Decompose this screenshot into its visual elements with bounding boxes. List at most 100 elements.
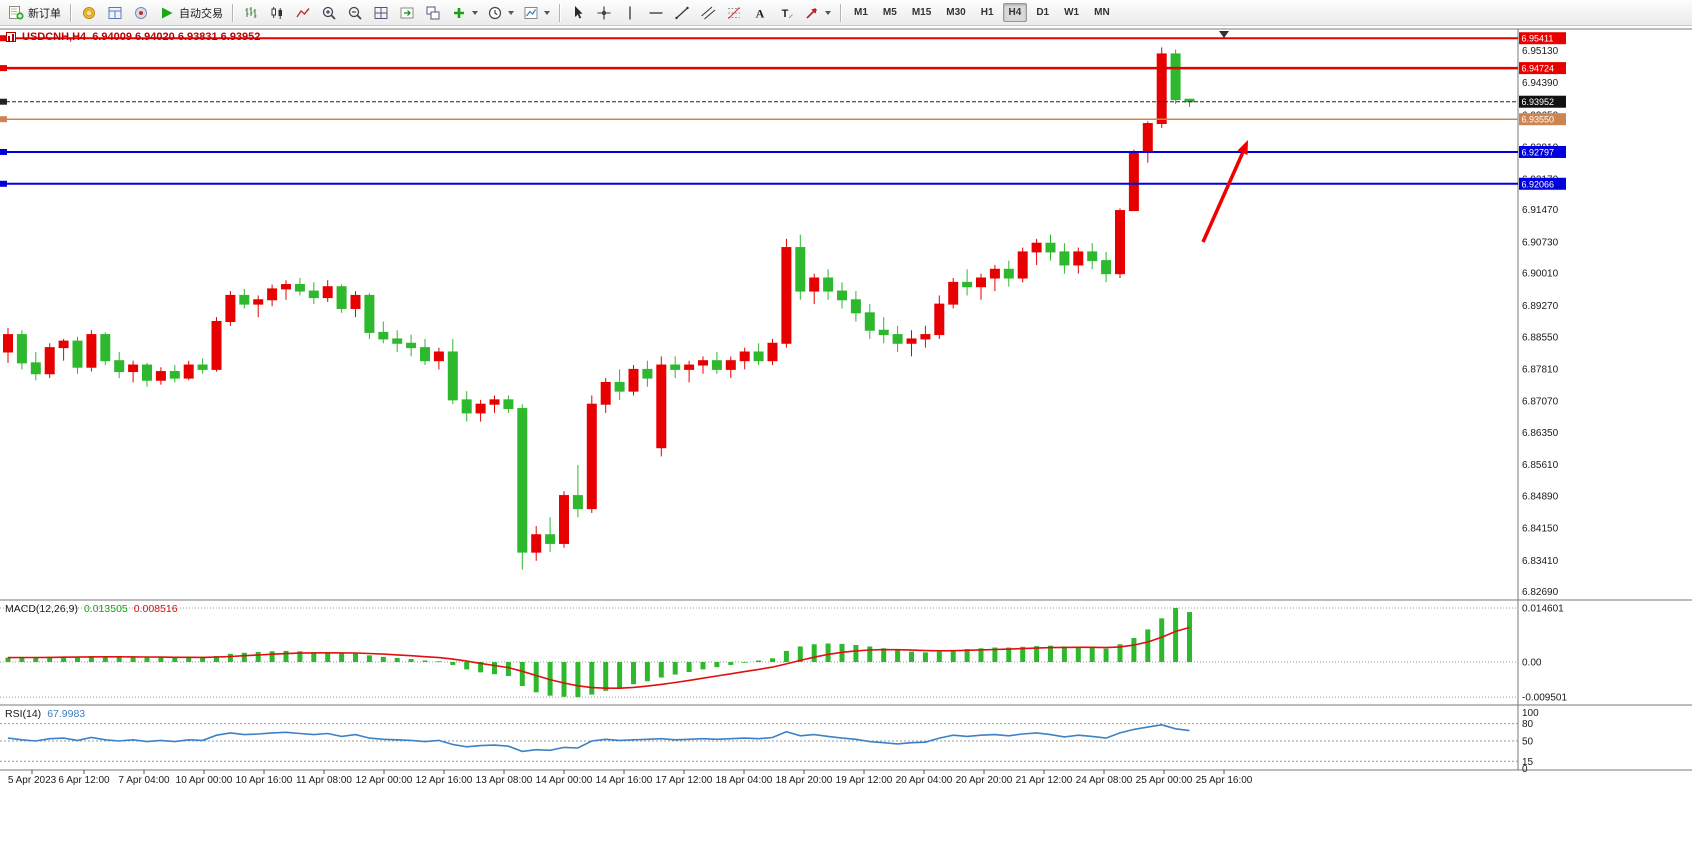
candle-body xyxy=(433,351,444,362)
timeframe-button-m5[interactable]: M5 xyxy=(882,7,897,18)
timeframe-button-h1[interactable]: H1 xyxy=(980,7,994,18)
auto-arrange-button[interactable] xyxy=(369,2,394,24)
price-level-line[interactable]: 6.92797 xyxy=(0,145,1566,158)
macd-histogram-bar xyxy=(130,657,136,662)
macd-histogram-bar xyxy=(61,656,67,662)
svg-text:A: A xyxy=(756,6,765,20)
macd-histogram-bar xyxy=(408,659,414,662)
chart-symbol-icon xyxy=(6,32,16,42)
timeframe-button-m15[interactable]: M15 xyxy=(911,7,932,18)
macd-histogram-bar xyxy=(172,657,178,662)
macd-histogram-bar xyxy=(978,648,984,662)
svg-text:6.92066: 6.92066 xyxy=(1522,179,1555,189)
line-chart-button[interactable] xyxy=(291,2,316,24)
trend-arrow-annotation[interactable] xyxy=(1201,140,1248,243)
candle-body xyxy=(100,334,111,362)
timeframe-button-w1[interactable]: W1 xyxy=(1064,7,1080,18)
zoom-out-button[interactable] xyxy=(343,2,368,24)
market-watch-button[interactable] xyxy=(77,2,102,24)
price-level-line[interactable]: 6.93550 xyxy=(0,113,1566,126)
tile-icon xyxy=(425,5,442,21)
level-left-marker xyxy=(0,65,7,72)
macd-histogram-bar xyxy=(881,648,887,662)
svg-text:24 Apr 08:00: 24 Apr 08:00 xyxy=(1076,775,1133,786)
candle-body xyxy=(739,351,750,362)
templates-button[interactable] xyxy=(519,2,554,24)
macd-histogram-bar xyxy=(200,657,206,662)
current-price-line[interactable]: 6.93952 xyxy=(0,95,1566,108)
horizontal-line-button[interactable] xyxy=(644,2,669,24)
chart-ohlc-values: 6.94009 6.94020 6.93831 6.93952 xyxy=(92,31,261,43)
data-window-button[interactable] xyxy=(103,2,128,24)
macd-histogram-bar xyxy=(909,651,914,662)
autotrade-button[interactable]: 自动交易 xyxy=(155,2,227,24)
candle-body xyxy=(934,303,945,336)
svg-text:6.91470: 6.91470 xyxy=(1522,205,1559,216)
trendline-button[interactable] xyxy=(670,2,695,24)
timeframe-button-m1[interactable]: M1 xyxy=(854,7,868,18)
chart-end-marker[interactable] xyxy=(1219,31,1229,38)
svg-text:6.86350: 6.86350 xyxy=(1522,428,1559,439)
macd-histogram-bar xyxy=(214,656,219,662)
price-level-line[interactable]: 6.94724 xyxy=(0,62,1566,75)
macd-histogram-bar xyxy=(116,656,122,662)
macd-histogram-bar xyxy=(936,651,942,662)
svg-text:0: 0 xyxy=(1522,764,1528,775)
candle-chart-button[interactable] xyxy=(265,2,290,24)
macd-histogram-bar xyxy=(1159,618,1165,662)
candle-body xyxy=(336,286,347,309)
macd-histogram-bar xyxy=(658,662,664,678)
clock-icon xyxy=(487,5,504,21)
text-button[interactable]: A xyxy=(748,2,773,24)
text-label-button[interactable]: T xyxy=(774,2,799,24)
timeframe-button-mn[interactable]: MN xyxy=(1094,7,1110,18)
macd-histogram-bar xyxy=(422,660,428,662)
macd-histogram-bar xyxy=(311,652,317,662)
candle-body xyxy=(781,247,792,344)
candle-body xyxy=(322,286,333,299)
macd-signal-value: 0.008516 xyxy=(133,603,178,615)
strategy-tester-button[interactable] xyxy=(129,2,154,24)
timeframe-button-h4[interactable]: H4 xyxy=(1002,3,1028,22)
chart-canvas[interactable]: 6.951306.943906.936506.929106.921706.914… xyxy=(0,26,1692,853)
timeframe-button-d1[interactable]: D1 xyxy=(1036,7,1050,18)
cursor-button[interactable] xyxy=(566,2,591,24)
candle-body xyxy=(1017,251,1028,279)
crosshair-button[interactable] xyxy=(592,2,617,24)
indicators-button[interactable] xyxy=(447,2,482,24)
svg-text:20 Apr 20:00: 20 Apr 20:00 xyxy=(956,775,1013,786)
channel-button[interactable] xyxy=(696,2,721,24)
price-level-line[interactable]: 6.95411 xyxy=(0,32,1566,45)
fibo-icon xyxy=(726,5,743,21)
arrows-button[interactable] xyxy=(800,2,835,24)
candle-body xyxy=(447,351,458,401)
tile-windows-button[interactable] xyxy=(421,2,446,24)
chart-shift-button[interactable] xyxy=(395,2,420,24)
bar-chart-button[interactable] xyxy=(239,2,264,24)
timeframe-button-m30[interactable]: M30 xyxy=(946,7,966,18)
fibonacci-button[interactable] xyxy=(722,2,747,24)
svg-text:17 Apr 12:00: 17 Apr 12:00 xyxy=(656,775,713,786)
price-tag xyxy=(1519,32,1566,45)
periods-button[interactable] xyxy=(483,2,518,24)
grid-icon xyxy=(373,5,390,21)
price-level-line[interactable]: 6.92066 xyxy=(0,177,1566,190)
zoom-in-button[interactable] xyxy=(317,2,342,24)
candle-body xyxy=(670,364,681,370)
new-order-button[interactable]: 新订单 xyxy=(4,2,65,24)
candlestick-series xyxy=(3,47,1195,570)
macd-histogram-bar xyxy=(867,646,873,662)
svg-text:6.93550: 6.93550 xyxy=(1522,115,1555,125)
shift-icon xyxy=(399,5,416,21)
macd-histogram-bar xyxy=(1103,648,1109,662)
candle-body xyxy=(823,277,834,292)
toolbar: 新订单 自动交易 A T M1 M5 M15 M30 H1 H4 D1 W1 MN xyxy=(0,0,1692,26)
svg-text:10 Apr 16:00: 10 Apr 16:00 xyxy=(236,775,293,786)
macd-histogram-bar xyxy=(1075,646,1081,662)
level-left-marker xyxy=(0,180,7,187)
svg-text:6.84890: 6.84890 xyxy=(1522,492,1559,503)
candle-body xyxy=(503,399,514,410)
bars-icon xyxy=(243,5,260,21)
macd-histogram-bar xyxy=(686,662,692,672)
vertical-line-button[interactable] xyxy=(618,2,643,24)
